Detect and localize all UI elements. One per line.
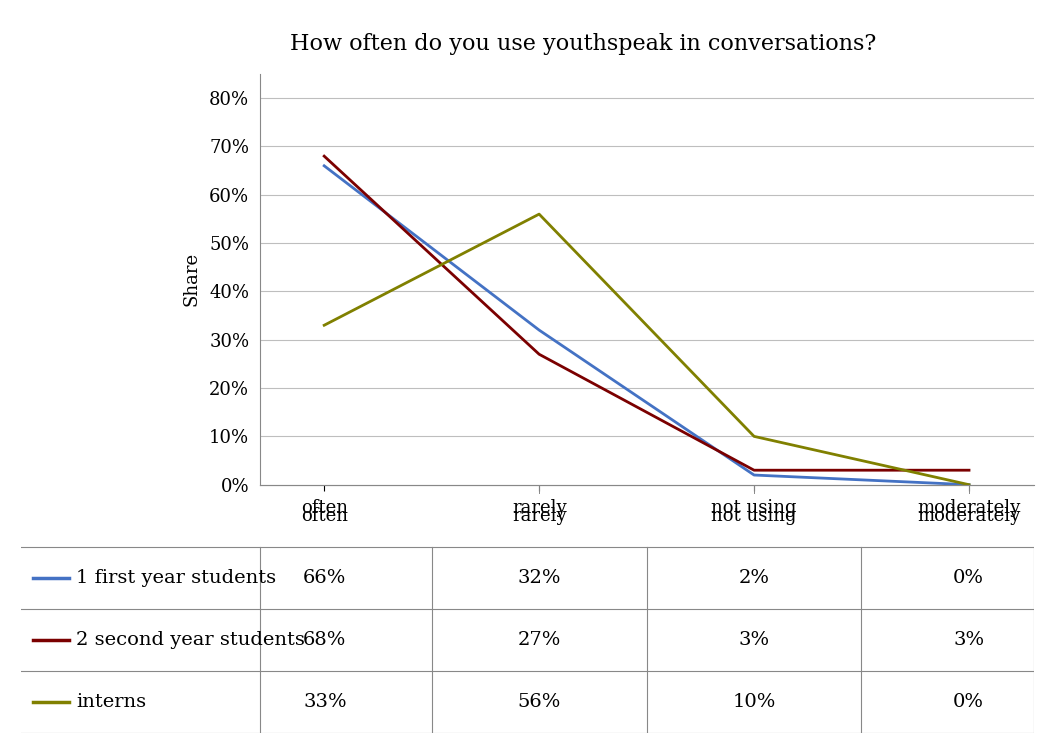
Text: 3%: 3% [739,630,770,649]
Text: 3%: 3% [953,630,985,649]
Text: 10%: 10% [732,693,776,710]
Y-axis label: Share: Share [182,252,200,306]
Text: not using: not using [711,507,797,525]
Text: 0%: 0% [953,568,985,587]
Text: 33%: 33% [303,693,347,710]
Text: interns: interns [76,693,146,710]
Text: How often do you use youthspeak in conversations?: How often do you use youthspeak in conve… [289,33,877,56]
Text: 27%: 27% [518,630,561,649]
Text: 32%: 32% [517,568,561,587]
Text: 68%: 68% [303,630,347,649]
Text: 1 first year students: 1 first year students [76,568,277,587]
Text: 0%: 0% [953,693,985,710]
Text: 56%: 56% [518,693,561,710]
Text: rarely: rarely [512,507,567,525]
Text: often: often [301,507,349,525]
Text: 2%: 2% [739,568,770,587]
Text: moderately: moderately [917,507,1021,525]
Text: 66%: 66% [303,568,347,587]
Text: 2 second year students: 2 second year students [76,630,305,649]
